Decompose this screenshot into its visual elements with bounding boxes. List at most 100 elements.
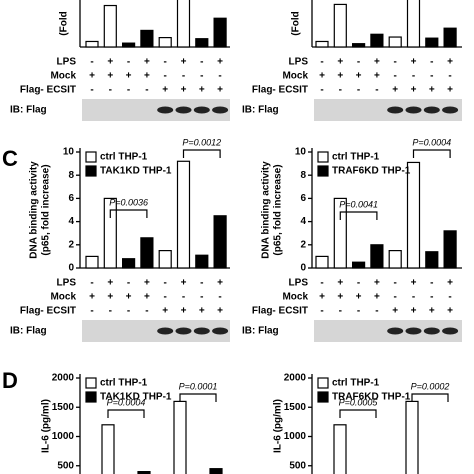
condition-sign: + <box>411 57 417 68</box>
condition-sign: + <box>89 292 95 303</box>
condition-sign: - <box>90 278 93 289</box>
condition-label: Flag- ECSIT <box>252 306 308 317</box>
condition-sign: + <box>319 292 325 303</box>
condition-sign: - <box>430 278 433 289</box>
panel-letter: C <box>2 146 18 171</box>
condition-sign: + <box>447 306 453 317</box>
condition-sign: + <box>144 292 150 303</box>
bar <box>352 261 366 269</box>
blot-band <box>442 106 459 114</box>
bar <box>425 37 439 48</box>
condition-sign: - <box>182 71 185 82</box>
condition-sign: - <box>109 306 112 317</box>
condition-sign: - <box>90 85 93 96</box>
condition-sign: - <box>145 85 148 96</box>
condition-sign: + <box>337 278 343 289</box>
bar <box>333 424 347 474</box>
condition-sign: - <box>200 292 203 303</box>
condition-sign: - <box>164 292 167 303</box>
condition-sign: - <box>320 278 323 289</box>
y-tick-label: 1000 <box>52 431 75 442</box>
blot-band <box>405 106 422 114</box>
bar <box>103 197 117 269</box>
bar <box>388 36 402 48</box>
condition-sign: - <box>394 71 397 82</box>
condition-sign: - <box>90 306 93 317</box>
blot <box>82 320 230 342</box>
bar <box>333 3 347 48</box>
condition-sign: - <box>394 57 397 68</box>
panel-letter: D <box>2 368 18 393</box>
y-tick-label: 500 <box>57 460 74 471</box>
y-tick-label: 1500 <box>52 402 75 413</box>
condition-sign: + <box>144 278 150 289</box>
condition-sign: - <box>218 292 221 303</box>
blot-band <box>157 327 174 335</box>
condition-label: LPS <box>57 57 77 68</box>
condition-label: LPS <box>57 278 77 289</box>
condition-sign: + <box>107 292 113 303</box>
condition-sign: + <box>181 278 187 289</box>
condition-label: Mock <box>282 292 308 303</box>
p-value: P=0.0036 <box>109 197 148 207</box>
condition-sign: - <box>430 292 433 303</box>
bar <box>101 424 115 474</box>
condition-label: Flag- ECSIT <box>20 306 76 317</box>
condition-sign: - <box>90 57 93 68</box>
condition-sign: + <box>356 292 362 303</box>
y-tick-label: 4 <box>68 216 74 227</box>
condition-sign: + <box>107 71 113 82</box>
p-value: P=0.0001 <box>179 381 218 391</box>
y-axis-label: (p65, fold increase) <box>273 164 284 255</box>
blot-band <box>193 327 210 335</box>
condition-sign: + <box>107 278 113 289</box>
legend-label: TAK1KD THP-1 <box>100 166 172 177</box>
significance-bracket <box>107 409 145 418</box>
bar <box>315 40 329 48</box>
legend-swatch <box>85 165 97 177</box>
y-tick-label: 1000 <box>284 431 307 442</box>
blot-band <box>212 106 229 114</box>
condition-sign: + <box>144 71 150 82</box>
y-axis-label: IL-6 (pg/ml) <box>273 399 284 453</box>
condition-sign: - <box>394 292 397 303</box>
bar <box>195 38 209 48</box>
legend-label: ctrl THP-1 <box>332 378 380 389</box>
p-value: P=0.0004 <box>412 137 451 147</box>
condition-sign: + <box>374 278 380 289</box>
bar <box>85 40 99 48</box>
bar <box>443 230 457 269</box>
condition-label: LPS <box>289 278 309 289</box>
p-value: P=0.0005 <box>339 397 379 407</box>
legend-swatch <box>317 151 329 163</box>
condition-sign: - <box>127 306 130 317</box>
y-axis-label: (Fold <box>291 11 302 35</box>
condition-sign: + <box>447 278 453 289</box>
bar <box>333 197 347 269</box>
condition-sign: + <box>199 85 205 96</box>
condition-sign: + <box>126 71 132 82</box>
y-tick-label: 10 <box>63 147 75 158</box>
bar <box>209 468 223 474</box>
legend-label: TAK1KD THP-1 <box>100 392 172 403</box>
condition-sign: - <box>430 71 433 82</box>
blot-label: IB: Flag <box>10 326 47 337</box>
condition-sign: - <box>375 85 378 96</box>
p-value: P=0.0012 <box>182 137 221 147</box>
bar <box>213 215 227 269</box>
condition-sign: + <box>217 57 223 68</box>
y-tick-label: 1500 <box>284 402 307 413</box>
y-axis-label: (Fold <box>59 11 70 35</box>
condition-sign: + <box>199 306 205 317</box>
y-tick-label: 500 <box>289 460 306 471</box>
legend-label: ctrl THP-1 <box>100 152 148 163</box>
condition-sign: - <box>357 57 360 68</box>
legend-label: TRAF6KD THP-1 <box>332 392 411 403</box>
condition-sign: + <box>374 71 380 82</box>
legend-swatch <box>85 377 97 389</box>
condition-sign: + <box>356 71 362 82</box>
bar <box>405 400 419 474</box>
condition-sign: + <box>319 71 325 82</box>
condition-sign: + <box>126 292 132 303</box>
